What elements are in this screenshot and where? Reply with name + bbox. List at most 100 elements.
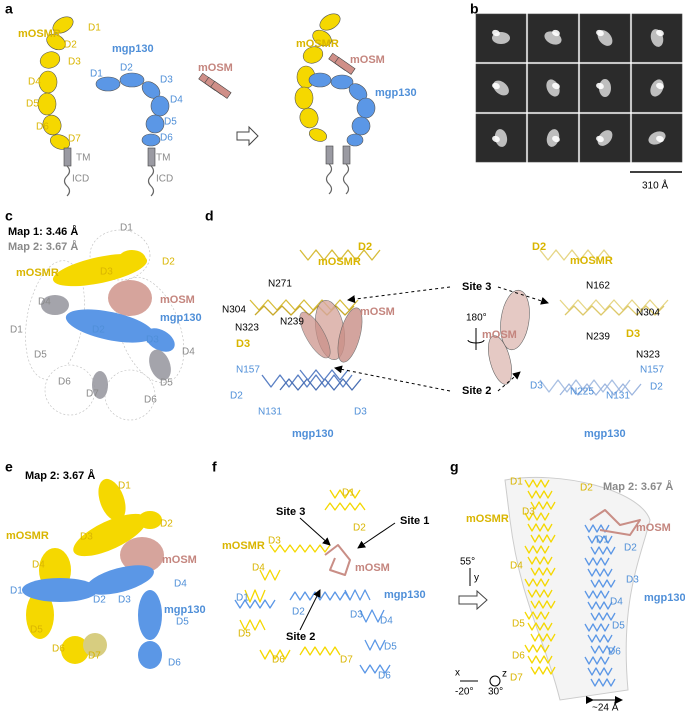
label: 180°: [466, 313, 487, 324]
label: D6: [144, 395, 157, 406]
label: N239: [586, 332, 610, 343]
label: mOSMR: [318, 256, 361, 268]
label: N239: [280, 317, 304, 328]
label: D1: [118, 481, 131, 492]
domain-shape: [346, 133, 364, 147]
ribbon: [324, 544, 351, 576]
ribbon: [329, 489, 361, 499]
ribbon: [259, 649, 291, 660]
ribbon: [539, 379, 631, 393]
label: D3: [522, 507, 535, 518]
site-arrow: [357, 522, 396, 549]
domain-shape: [65, 309, 155, 343]
label: D1: [510, 477, 523, 488]
label: Site 2: [286, 631, 315, 643]
domain-shape: [38, 70, 58, 94]
ribbon: [527, 622, 553, 631]
ribbon: [259, 569, 281, 581]
icd-tail: [147, 165, 155, 197]
label: D4: [610, 597, 623, 608]
label: N225: [570, 387, 594, 398]
view-arrow: [458, 589, 488, 611]
domain-shape: [656, 82, 664, 90]
domain-shape: [141, 133, 161, 147]
ribbon: [587, 634, 613, 643]
label: mOSM: [350, 54, 385, 66]
site-arrow: [299, 517, 331, 546]
ribbon: [249, 299, 359, 311]
ribbon: [254, 305, 355, 316]
site-arrow: [497, 371, 521, 392]
label: D5: [30, 625, 43, 636]
domain-shape: [596, 82, 604, 90]
label: Site 1: [400, 515, 429, 527]
label: N131: [258, 407, 282, 418]
label: D2: [160, 519, 173, 530]
label: D3: [626, 328, 640, 340]
ribbon: [524, 479, 550, 488]
domain-shape: [138, 511, 162, 529]
label: D4: [510, 561, 523, 572]
label: D2: [624, 543, 637, 554]
label: Map 1: 3.46 Å: [8, 225, 78, 238]
artwork: [22, 13, 683, 704]
label: D3: [626, 575, 639, 586]
label: D1: [342, 488, 355, 499]
label: D3: [118, 595, 131, 606]
label: D1: [120, 223, 133, 234]
rotation-arrow: [467, 339, 485, 344]
domain-shape: [356, 97, 376, 119]
icd-tail: [342, 163, 350, 195]
label: D7: [510, 673, 523, 684]
label: y: [474, 573, 479, 584]
label: mgp130: [164, 604, 206, 616]
label: 310 Å: [642, 179, 668, 192]
domain-shape: [552, 135, 560, 143]
label: mgp130: [384, 589, 426, 601]
label: mOSMR: [570, 255, 613, 267]
ribbon: [587, 601, 613, 610]
label: D6: [608, 647, 621, 658]
ribbon: [524, 578, 550, 587]
ribbon: [527, 589, 553, 598]
label: TM: [156, 153, 170, 164]
label: D6: [168, 658, 181, 669]
label: D4: [182, 347, 195, 358]
ribbon: [269, 544, 331, 553]
site-arrow: [334, 365, 451, 392]
label: ~24 Å: [592, 701, 619, 712]
label: D3: [68, 57, 81, 68]
domain-shape: [488, 335, 512, 385]
domain-shape: [86, 565, 154, 595]
ribbon: [530, 534, 556, 543]
domain-shape: [552, 29, 560, 37]
ribbon: [584, 557, 610, 566]
label: D7: [340, 655, 353, 666]
domain-shape: [294, 86, 314, 110]
label: mOSMR: [6, 530, 49, 542]
domain-shape: [337, 307, 363, 363]
osm-helix: [210, 80, 232, 99]
label: N304: [222, 305, 246, 316]
site-arrow: [497, 286, 549, 305]
domain-shape: [492, 29, 500, 37]
ribbon: [564, 305, 665, 316]
label: D7: [88, 651, 101, 662]
label: mOSM: [360, 306, 395, 318]
label: N323: [636, 350, 660, 361]
domain-shape: [308, 128, 328, 142]
label: ICD: [156, 174, 173, 185]
label: mOSMR: [222, 540, 265, 552]
ribbon: [589, 509, 641, 536]
domain-shape: [596, 135, 604, 143]
domain-shape: [22, 578, 98, 602]
ribbon: [587, 535, 613, 544]
domain-shape: [494, 129, 508, 147]
ribbon: [524, 545, 550, 554]
label: D1: [90, 69, 103, 80]
ribbon: [239, 619, 266, 631]
domain-shape: [52, 16, 74, 34]
ribbon: [324, 502, 366, 511]
label: mOSMR: [296, 38, 339, 50]
ribbon: [584, 623, 610, 632]
